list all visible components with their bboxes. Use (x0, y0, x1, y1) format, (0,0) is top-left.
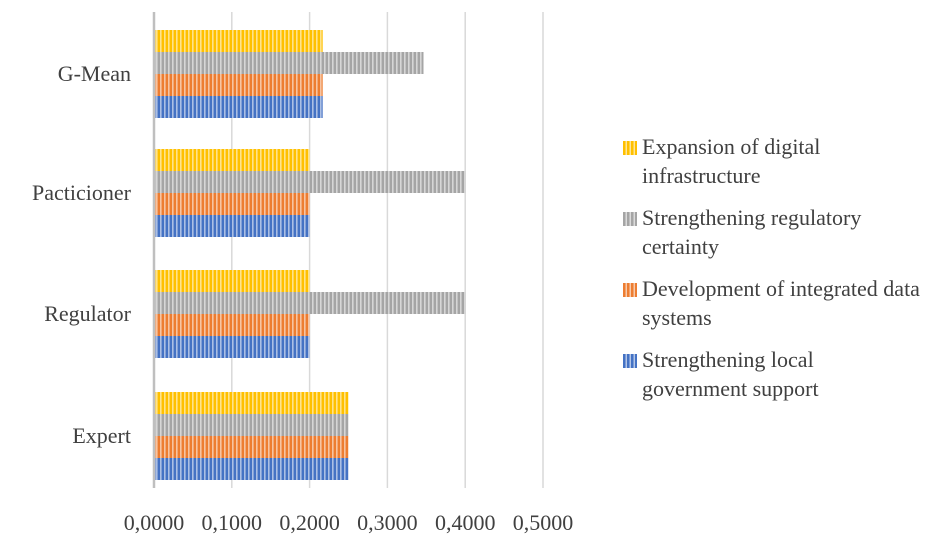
x-tick-label: 0,4000 (435, 510, 496, 535)
bar-texture (155, 96, 323, 118)
bar-texture (155, 215, 310, 237)
legend-label: Development of integrated data systems (642, 276, 920, 330)
bar-texture (155, 74, 323, 96)
axes: 0,0000 0,1000 0,2000 0,3000 0,4000 0,5000 Expe… (32, 12, 573, 535)
legend-item: Strengthening local government support (620, 345, 920, 403)
legend-item: Strengthening regulatory certainty (620, 203, 920, 261)
bar-texture (155, 193, 310, 215)
bar-texture (155, 392, 349, 414)
x-tick-label: 0,0000 (124, 510, 185, 535)
y-category-label: Regulator (44, 301, 131, 326)
legend-label: Strengthening regulatory certainty (642, 205, 862, 259)
bar-texture (155, 52, 424, 74)
x-tick-label: 0,1000 (202, 510, 263, 535)
y-category-label: Expert (72, 423, 131, 448)
bar-texture (155, 292, 466, 314)
bars (155, 30, 466, 480)
y-category-label: G-Mean (58, 61, 131, 86)
x-tick-label: 0,5000 (513, 510, 574, 535)
bar-texture (155, 458, 349, 480)
bar-texture (155, 414, 349, 436)
bar-texture (155, 171, 466, 193)
x-tick-label: 0,3000 (357, 510, 418, 535)
bar-texture (155, 314, 310, 336)
legend-item: Development of integrated data systems (620, 274, 920, 332)
legend-swatch (623, 141, 637, 155)
legend-swatch (623, 212, 637, 226)
legend-label: Strengthening local government support (642, 347, 819, 401)
bar-texture (155, 270, 310, 292)
bar-texture (155, 436, 349, 458)
legend: Expansion of digital infrastructure Stren… (620, 132, 920, 416)
legend-swatch (623, 354, 637, 368)
legend-item: Expansion of digital infrastructure (620, 132, 920, 190)
legend-swatch (623, 283, 637, 297)
bar-texture (155, 336, 310, 358)
y-category-label: Pacticioner (32, 180, 132, 205)
legend-label: Expansion of digital infrastructure (642, 134, 821, 188)
bar-texture (155, 30, 323, 52)
x-tick-label: 0,2000 (279, 510, 340, 535)
bar-texture (155, 149, 310, 171)
